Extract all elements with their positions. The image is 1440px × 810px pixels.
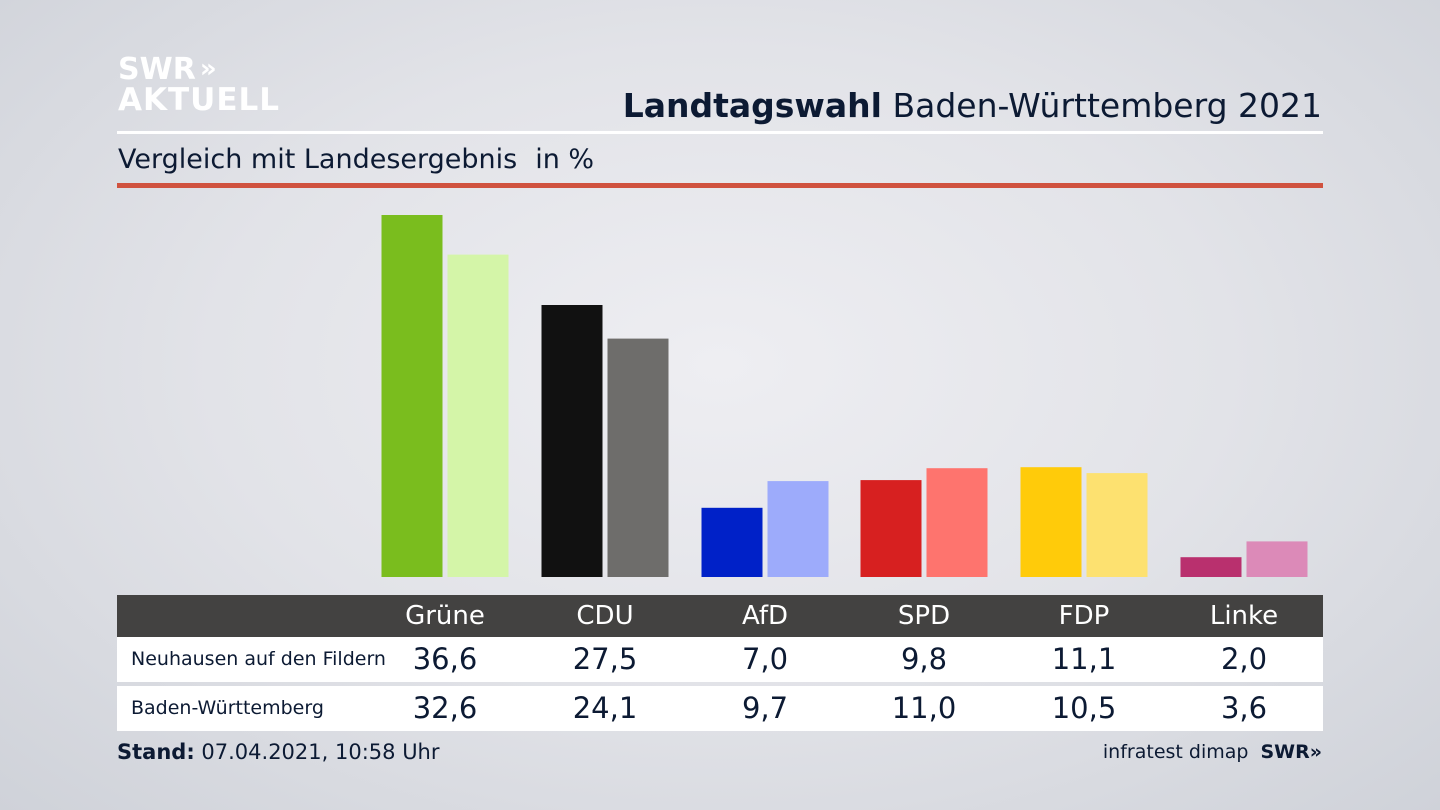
subtitle-divider — [117, 183, 1323, 188]
bar-spd-series2 — [926, 468, 988, 577]
column-header: Grüne — [405, 601, 485, 631]
unit-label: in % — [535, 144, 595, 175]
column-header: FDP — [1058, 601, 1110, 631]
bar-afd-series2 — [767, 481, 829, 577]
column-header: AfD — [741, 601, 789, 631]
bar-chart — [381, 215, 1308, 577]
row-label: Neuhausen auf den Fildern — [131, 648, 386, 670]
table-header: Grüne CDU AfD SPD FDP Linke — [117, 595, 1323, 637]
bar-linke-series1 — [1180, 557, 1242, 577]
swr-aktuell-logo: SWR» AKTUELL — [118, 54, 280, 116]
stand-value: 07.04.2021, 10:58 Uhr — [201, 740, 440, 764]
column-header: CDU — [576, 601, 634, 631]
value-cell: 7,0 — [741, 642, 789, 676]
bar-spd-series1 — [860, 480, 922, 577]
results-table: Grüne CDU AfD SPD FDP Linke Neuhausen auf den… — [117, 595, 1323, 731]
value-cell: 11,1 — [1051, 642, 1117, 676]
logo-line1: SWR — [118, 52, 196, 87]
bar-cdu-series2 — [607, 338, 669, 577]
timestamp: Stand: 07.04.2021, 10:58 Uhr — [117, 740, 440, 764]
page-title: Landtagswahl Baden-Württemberg 2021 — [623, 86, 1322, 125]
row-label: Baden-Württemberg — [131, 697, 324, 719]
bar-fdp-series2 — [1086, 473, 1148, 577]
source-name: infratest dimap — [1102, 741, 1249, 763]
column-header: Linke — [1209, 601, 1279, 631]
chart-subtitle: Vergleich mit Landesergebnis in % — [118, 144, 594, 175]
table-row: Neuhausen auf den Fildern 36,6 27,5 7,0 9,8… — [117, 637, 1323, 682]
value-cell: 24,1 — [572, 691, 638, 725]
source-credit: infratest dimap SWR» — [1103, 741, 1322, 763]
bar-cdu-series1 — [541, 305, 603, 577]
value-cell: 9,7 — [741, 691, 789, 725]
stand-label: Stand: — [117, 740, 195, 764]
swr-logo: SWR» — [1260, 741, 1322, 763]
title-rest: Baden-Württemberg 2021 — [892, 86, 1322, 125]
bar-grne-series1 — [381, 215, 443, 577]
value-cell: 3,6 — [1220, 691, 1268, 725]
table-row: Baden-Württemberg 32,6 24,1 9,7 11,0 10,5 3,6 — [117, 686, 1323, 731]
bar-grne-series2 — [447, 254, 509, 577]
title-bold: Landtagswahl — [622, 86, 882, 125]
bar-linke-series2 — [1246, 541, 1308, 577]
value-cell: 9,8 — [900, 642, 948, 676]
value-cell: 2,0 — [1220, 642, 1268, 676]
subtitle-text: Vergleich mit Landesergebnis — [118, 144, 518, 175]
title-divider — [117, 131, 1323, 134]
value-cell: 11,0 — [891, 691, 957, 725]
bar-afd-series1 — [701, 507, 763, 577]
column-header: SPD — [897, 601, 951, 631]
value-cell: 27,5 — [572, 642, 638, 676]
value-cell: 36,6 — [412, 642, 478, 676]
logo-line2: AKTUELL — [118, 82, 281, 118]
value-cell: 32,6 — [412, 691, 478, 725]
bar-fdp-series1 — [1020, 467, 1082, 577]
value-cell: 10,5 — [1051, 691, 1117, 725]
